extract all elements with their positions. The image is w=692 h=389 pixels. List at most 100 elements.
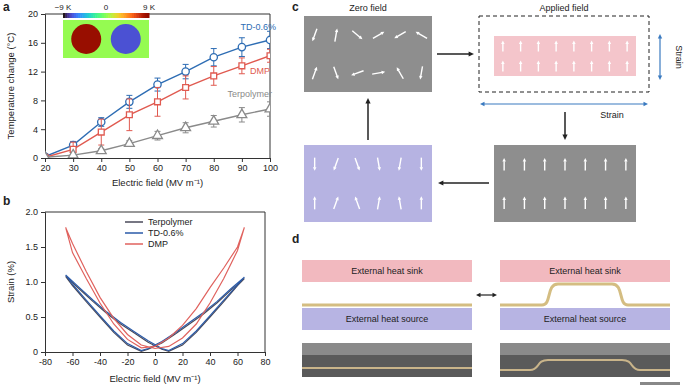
arrow-shaft	[397, 32, 406, 37]
x-axis-tick-label: 100	[263, 163, 278, 173]
y-axis-line	[41, 213, 46, 353]
arrow-shaft	[443, 182, 489, 184]
series-line	[66, 227, 245, 348]
y-axis-tick-label: 12	[28, 67, 38, 77]
arrow-head	[333, 166, 336, 170]
marker	[182, 68, 189, 75]
error-bar	[155, 87, 161, 116]
y-axis-tick-mark	[41, 129, 45, 130]
y-axis-tick-mark	[41, 72, 45, 73]
dipole-arrow	[501, 60, 504, 71]
arrow-head	[658, 75, 662, 80]
x-axis: -80-60-40-20020406080	[39, 352, 271, 367]
arrow-shaft	[555, 64, 556, 72]
arrow-head	[625, 40, 628, 44]
panel-label: a	[3, 0, 10, 14]
y-axis: 048121620	[28, 9, 46, 163]
x-axis-tick: 60	[153, 158, 163, 173]
marker	[98, 129, 104, 135]
arrow-shaft	[626, 44, 627, 52]
panel-label: d	[292, 232, 299, 246]
x-axis-tick-label: -20	[121, 357, 134, 367]
dipole-arrow	[624, 196, 627, 209]
arrow-head	[312, 37, 315, 41]
heat-source	[500, 308, 670, 330]
x-axis-tick-label: 40	[97, 163, 107, 173]
arrow-shaft	[367, 103, 369, 140]
x-axis-tick: 80	[209, 158, 219, 173]
arrow-head	[519, 60, 522, 64]
arrow-head	[377, 196, 380, 200]
marker	[183, 85, 189, 91]
arrow-head	[492, 293, 497, 297]
inset: −9 K09 K	[55, 3, 156, 58]
marker	[45, 152, 50, 158]
arrow-head	[335, 197, 338, 201]
y-axis-tick: 8	[33, 96, 45, 106]
chart-panel: b-80-60-40-2002040608000.51.01.52.0Elect…	[3, 194, 271, 384]
arrow-head	[438, 180, 443, 185]
y-axis: 00.51.01.52.0	[25, 207, 45, 357]
arrow-shaft	[564, 161, 565, 170]
state-box	[494, 145, 636, 222]
frame-top	[45, 212, 265, 213]
y-axis-tick-label: 1.5	[25, 242, 38, 252]
dipole-arrow	[554, 60, 557, 71]
y-axis-tick-mark	[41, 352, 45, 353]
dipole-arrow	[377, 158, 380, 171]
dipole-arrow	[563, 196, 566, 209]
arrow-head	[554, 40, 557, 44]
y-axis-title: Strain (%)	[5, 261, 16, 303]
arrow-shaft	[544, 200, 545, 209]
dipole-arrow	[420, 196, 423, 209]
arrow-shaft	[334, 200, 337, 209]
arrow-head	[590, 60, 593, 64]
arrow-head	[501, 40, 504, 44]
y-axis-tick: 1.0	[25, 277, 45, 287]
x-axis-tick-mark	[155, 352, 156, 356]
arrow-head	[624, 196, 627, 200]
chart-panel: a2030405060708090100048121620Electric fi…	[3, 0, 278, 188]
dipole-arrow	[543, 158, 546, 171]
arrow-head	[420, 167, 423, 171]
series-label: DMP	[250, 66, 270, 76]
hot-spot	[71, 24, 101, 54]
arrow-shaft	[480, 294, 493, 295]
arrow-head	[394, 35, 398, 38]
dipole-arrow	[394, 32, 405, 39]
x-axis-tick-mark	[242, 158, 243, 162]
arrow-head	[480, 102, 485, 106]
colorbar-label: 9 K	[143, 3, 156, 12]
arrow-head	[523, 158, 526, 162]
legend-label: Terpolymer	[148, 217, 193, 227]
heat-source-label: External heat source	[346, 314, 429, 324]
arrow-head	[572, 40, 575, 44]
x-axis-tick: 20	[40, 158, 50, 173]
y-axis-tick-mark	[41, 317, 45, 318]
arrow-head	[584, 196, 587, 200]
arrow-shaft	[573, 64, 574, 72]
arrow-shaft	[524, 200, 525, 209]
arrow-head	[608, 60, 611, 64]
arrow-shaft	[503, 200, 504, 209]
x-axis-tick-label: 40	[205, 357, 215, 367]
y-axis-tick-label: 0.5	[25, 312, 38, 322]
x-axis-line	[46, 159, 271, 163]
arrow-shaft	[484, 103, 644, 104]
arrow-head	[416, 32, 420, 35]
x-axis-tick: -80	[39, 352, 52, 367]
x-axis-tick: -20	[121, 352, 134, 367]
arrow-head	[554, 60, 557, 64]
arrow-shaft	[625, 161, 626, 170]
arrow-shaft	[605, 161, 606, 170]
dipole-arrow	[377, 196, 380, 209]
arrow-shaft	[421, 199, 422, 209]
marker	[209, 116, 219, 125]
x-axis-tick: 30	[69, 158, 79, 173]
arrow-shaft	[524, 161, 525, 170]
dipole-arrow	[554, 40, 557, 51]
arrow-shaft	[520, 64, 521, 72]
arrow-head	[658, 34, 662, 39]
y-axis-line	[41, 15, 46, 159]
cold-spot	[111, 24, 141, 54]
